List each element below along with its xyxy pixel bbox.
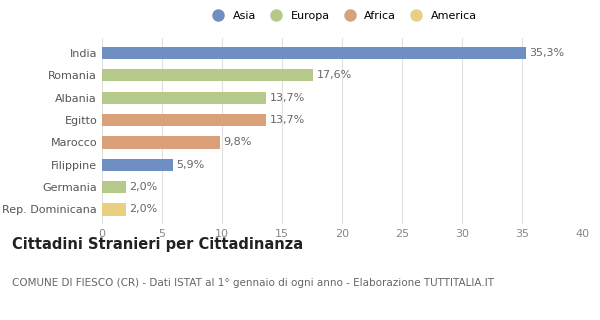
Bar [102, 159, 173, 171]
Text: COMUNE DI FIESCO (CR) - Dati ISTAT al 1° gennaio di ogni anno - Elaborazione TUT: COMUNE DI FIESCO (CR) - Dati ISTAT al 1°… [12, 278, 494, 288]
Text: 17,6%: 17,6% [317, 70, 352, 80]
Text: 9,8%: 9,8% [223, 137, 251, 148]
Legend: Asia, Europa, Africa, America: Asia, Europa, Africa, America [203, 7, 481, 26]
Bar [102, 181, 126, 193]
Text: 2,0%: 2,0% [130, 182, 158, 192]
Text: Cittadini Stranieri per Cittadinanza: Cittadini Stranieri per Cittadinanza [12, 237, 303, 252]
Bar [102, 114, 266, 126]
Text: 35,3%: 35,3% [529, 48, 565, 58]
Text: 13,7%: 13,7% [270, 115, 305, 125]
Bar [102, 136, 220, 148]
Text: 13,7%: 13,7% [270, 93, 305, 103]
Bar [102, 203, 126, 216]
Text: 2,0%: 2,0% [130, 204, 158, 214]
Text: 5,9%: 5,9% [176, 160, 205, 170]
Bar [102, 92, 266, 104]
Bar [102, 69, 313, 82]
Bar [102, 47, 526, 59]
